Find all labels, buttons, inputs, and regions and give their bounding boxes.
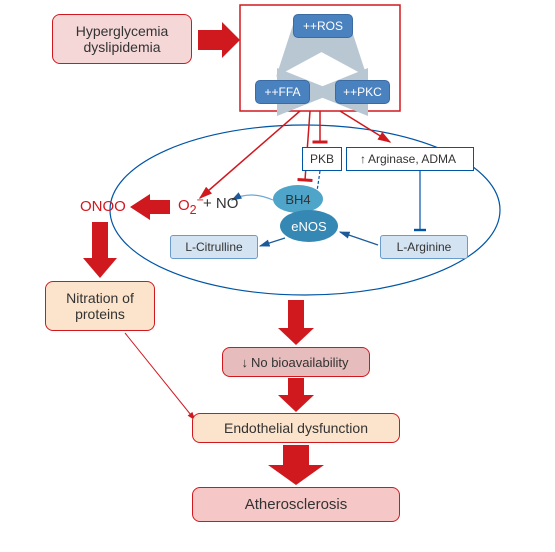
big-arrow	[268, 445, 324, 485]
bh4-label: BH4	[285, 192, 310, 207]
larginine-label: L-Arginine	[389, 236, 460, 258]
enos-label: eNOS	[291, 219, 326, 234]
big-arrow	[278, 300, 314, 345]
nitration-box: Nitration of proteins	[45, 281, 155, 331]
athero-label: Atherosclerosis	[237, 492, 356, 517]
pkb-label: PKB	[302, 148, 342, 170]
big-arrow	[83, 222, 117, 278]
red-arrow	[200, 111, 300, 198]
nobio-label: No bioavailability	[251, 351, 357, 374]
bh4-ellipse: BH4	[273, 185, 323, 213]
o2-sub: 2	[190, 203, 197, 217]
pkc-label: ++PKC	[335, 81, 390, 103]
lcitrulline-box: L-Citrulline	[170, 235, 258, 259]
big-arrow	[278, 378, 314, 412]
enos-ellipse: eNOS	[280, 210, 338, 242]
big-arrow	[130, 194, 170, 220]
athero-box: Atherosclerosis	[192, 487, 400, 522]
red-arrow	[125, 333, 195, 420]
ffa-label: ++FFA	[256, 81, 308, 103]
up-arrow-icon: ↑	[356, 152, 368, 166]
arginase-box: ↑ Arginase, ADMA	[346, 147, 474, 171]
onoo-label: ONOO	[80, 198, 126, 215]
lcitrulline-label: L-Citrulline	[177, 236, 250, 258]
big-arrow	[198, 22, 240, 58]
ffa-box: ++FFA	[255, 80, 310, 104]
o2-text: O2−	[178, 193, 204, 217]
ros-box: ++ROS	[293, 14, 353, 38]
endodys-label: Endothelial dysfunction	[216, 416, 376, 440]
onoo-text: ONOO	[80, 198, 126, 215]
hyperglycemia-box: Hyperglycemia dyslipidemia	[52, 14, 192, 64]
o2-label: O	[178, 197, 190, 214]
larg-enos	[340, 232, 378, 245]
no-text: + NO	[203, 195, 238, 212]
cycle-arrow	[338, 42, 363, 72]
pkb-box: PKB	[302, 147, 342, 171]
no-label: + NO	[203, 195, 238, 212]
larginine-box: L-Arginine	[380, 235, 468, 259]
enos-lcit	[260, 238, 285, 246]
endodys-box: Endothelial dysfunction	[192, 413, 400, 443]
ros-label: ++ROS	[295, 15, 351, 37]
nitration-label: Nitration of proteins	[58, 286, 142, 326]
hyperglycemia-label: Hyperglycemia dyslipidemia	[68, 19, 177, 59]
cycle-arrow	[280, 42, 305, 72]
nobio-box: ↓ No bioavailability	[222, 347, 370, 377]
down-arrow-icon: ↓	[235, 355, 251, 370]
pkc-box: ++PKC	[335, 80, 390, 104]
arginase-label: Arginase, ADMA	[368, 148, 464, 170]
